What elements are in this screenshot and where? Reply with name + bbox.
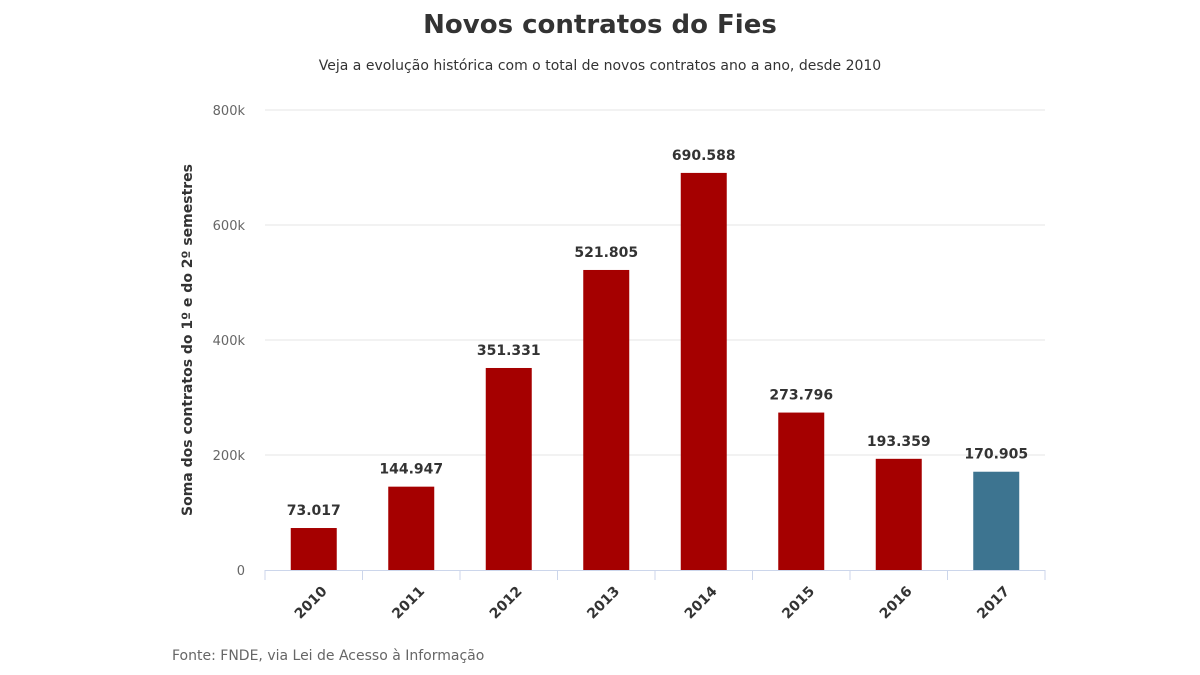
chart-subtitle: Veja a evolução histórica com o total de…: [319, 58, 881, 74]
bar-2013: [583, 269, 630, 570]
x-tick-label-2017: 2017: [974, 584, 1013, 623]
bar-2010: [290, 528, 337, 570]
y-tick-label: 0: [237, 564, 245, 579]
x-tick-label-2010: 2010: [292, 583, 331, 622]
data-labels: 73.017 144.947 351.331 521.805 690.588 273.79…: [287, 148, 1028, 519]
y-tick-label: 600k: [213, 219, 246, 234]
data-label-2017: 170.905: [964, 447, 1028, 463]
data-label-2014: 690.588: [672, 148, 736, 164]
chart-title: Novos contratos do Fies: [423, 10, 777, 40]
data-label-2013: 521.805: [574, 245, 638, 261]
bar-2012: [485, 367, 532, 570]
bar-2014: [680, 172, 727, 570]
data-label-2011: 144.947: [379, 462, 443, 478]
bar-2015: [778, 412, 825, 570]
bars: [290, 172, 1020, 570]
y-tick-label: 200k: [213, 449, 246, 464]
bar-2017: [973, 471, 1020, 570]
x-tick-label-2011: 2011: [389, 584, 428, 623]
x-tick-label-2013: 2013: [584, 584, 623, 623]
source-note: Fonte: FNDE, via Lei de Acesso à Informa…: [172, 648, 484, 664]
x-tick-label-2012: 2012: [487, 584, 526, 623]
x-axis: [264, 570, 1046, 580]
x-tick-label-2015: 2015: [779, 584, 818, 623]
x-tick-label-2016: 2016: [877, 584, 916, 623]
bar-2016: [875, 458, 922, 570]
y-tick-label: 800k: [213, 104, 246, 119]
x-axis-ticks: 2010 2011 2012 2013 2014 2015 2016 2017: [292, 583, 1013, 622]
y-axis-ticks: 0 200k 400k 600k 800k: [213, 104, 246, 579]
data-label-2010: 73.017: [287, 503, 341, 519]
x-tick-label-2014: 2014: [682, 583, 721, 622]
data-label-2016: 193.359: [867, 434, 931, 450]
bar-2011: [388, 486, 435, 570]
data-label-2015: 273.796: [769, 388, 833, 404]
data-label-2012: 351.331: [477, 343, 541, 359]
y-axis-label: Soma dos contratos do 1º e do 2º semestr…: [180, 164, 196, 516]
y-tick-label: 400k: [213, 334, 246, 349]
gridlines: [265, 109, 1045, 456]
